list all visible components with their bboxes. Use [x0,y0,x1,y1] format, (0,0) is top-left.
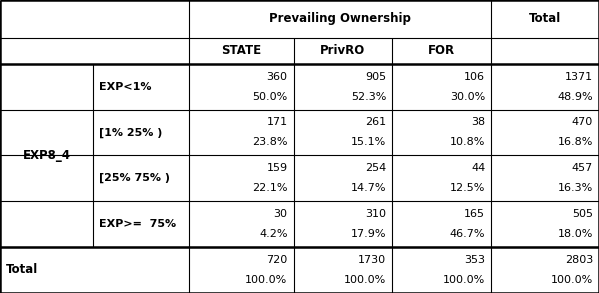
Text: 22.1%: 22.1% [252,183,288,193]
Text: 38: 38 [471,117,485,127]
Text: 106: 106 [464,72,485,82]
Text: 10.8%: 10.8% [450,137,485,147]
Text: 17.9%: 17.9% [351,229,386,239]
Text: 171: 171 [267,117,288,127]
Text: [1% 25% ): [1% 25% ) [99,127,162,138]
Text: 46.7%: 46.7% [450,229,485,239]
Text: 16.8%: 16.8% [558,137,593,147]
Text: 18.0%: 18.0% [558,229,593,239]
Text: Total: Total [6,263,38,276]
Text: 100.0%: 100.0% [443,275,485,285]
Text: 4.2%: 4.2% [259,229,288,239]
Text: EXP>=  75%: EXP>= 75% [99,219,176,229]
Text: 360: 360 [267,72,288,82]
Text: 505: 505 [572,209,593,219]
Text: EXP<1%: EXP<1% [99,82,152,92]
Text: 50.0%: 50.0% [252,92,288,102]
Text: 159: 159 [267,163,288,173]
Text: 457: 457 [572,163,593,173]
Text: 15.1%: 15.1% [351,137,386,147]
Text: 720: 720 [267,255,288,265]
Text: 30.0%: 30.0% [450,92,485,102]
Text: EXP8_4: EXP8_4 [22,149,71,162]
Text: Total: Total [529,12,561,25]
Text: 1730: 1730 [358,255,386,265]
Text: 23.8%: 23.8% [252,137,288,147]
Text: 44: 44 [471,163,485,173]
Text: 254: 254 [365,163,386,173]
Text: 12.5%: 12.5% [450,183,485,193]
Text: 1371: 1371 [565,72,593,82]
Text: 52.3%: 52.3% [351,92,386,102]
Text: PrivRO: PrivRO [320,44,365,57]
Text: 100.0%: 100.0% [344,275,386,285]
Text: 16.3%: 16.3% [558,183,593,193]
Text: 48.9%: 48.9% [558,92,593,102]
Text: Prevailing Ownership: Prevailing Ownership [269,12,411,25]
Text: 353: 353 [464,255,485,265]
Text: 165: 165 [464,209,485,219]
Text: 100.0%: 100.0% [550,275,593,285]
Text: [25% 75% ): [25% 75% ) [99,173,170,183]
Text: 14.7%: 14.7% [351,183,386,193]
Text: 905: 905 [365,72,386,82]
Text: 30: 30 [274,209,288,219]
Text: 470: 470 [572,117,593,127]
Text: 2803: 2803 [565,255,593,265]
Text: FOR: FOR [428,44,455,57]
Text: 310: 310 [365,209,386,219]
Text: 261: 261 [365,117,386,127]
Text: STATE: STATE [221,44,261,57]
Text: 100.0%: 100.0% [245,275,288,285]
